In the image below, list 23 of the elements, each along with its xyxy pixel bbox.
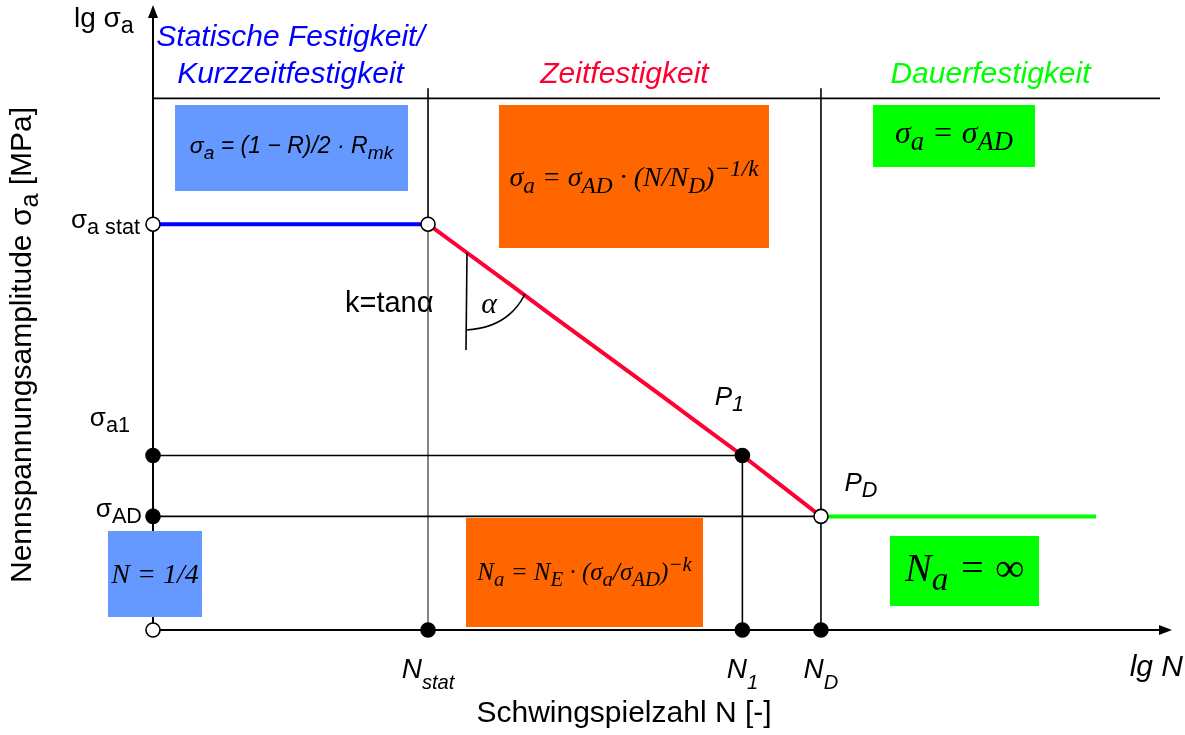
- text: Dauerfestigkeit: [889, 55, 1093, 91]
- text: Zeitfestigkeit: [538, 55, 711, 91]
- annotation: σ$_{AD}$: [95, 492, 142, 529]
- formula-box: N = 1/4: [108, 531, 202, 617]
- annotation: P$_{D}$: [844, 467, 878, 503]
- formula-box: σ$_{a}$ = (1 − R)/2 · R$_{mk}$: [175, 105, 408, 191]
- x-axis-title: Schwingspielzahl N [-]: [476, 695, 772, 729]
- annotation: N = 1/4: [111, 558, 199, 590]
- x-tick-label: N$_{D}$: [803, 653, 839, 693]
- text: lg σ$_{a}$: [74, 1, 134, 40]
- annotation: α: [481, 285, 497, 319]
- formula-box: σ$_{a}$ = σ$_{AD}$ · (N/N$_{D}$)$^{−1/k}$: [499, 105, 769, 248]
- formula-box: N$_{a}$ = N$_{E}$ · (σ$_{a}$/σ$_{AD}$)$^{−k}$: [466, 518, 703, 627]
- x-tick-label: N$_{1}$: [726, 653, 759, 693]
- formula-box: N$_{a}$ = ∞: [890, 536, 1039, 606]
- annotation: P$_{1}$: [714, 380, 745, 416]
- annotation: k=tanα: [345, 286, 434, 319]
- formula-box: σ$_{a}$ = σ$_{AD}$: [873, 105, 1035, 167]
- annotation: σ$_{a stat}$: [70, 203, 140, 240]
- x-tick-label: N$_{stat}$: [401, 653, 456, 693]
- text: lg N: [1129, 648, 1183, 682]
- text: σ$_{a1}$: [89, 401, 130, 438]
- annotation: N$_{a}$ = ∞: [905, 544, 1024, 598]
